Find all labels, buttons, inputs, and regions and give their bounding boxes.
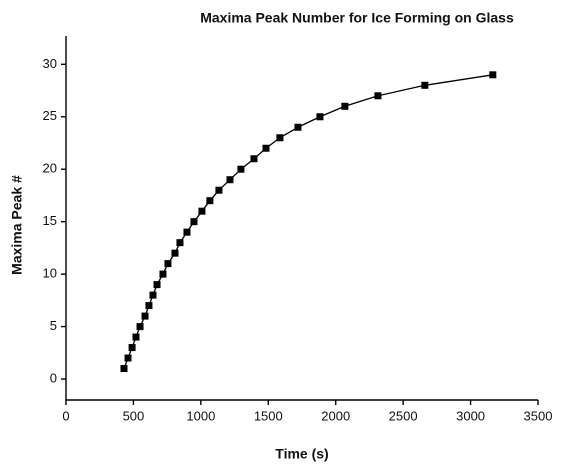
marker bbox=[120, 365, 128, 373]
marker bbox=[164, 260, 172, 268]
marker bbox=[215, 186, 223, 194]
marker bbox=[141, 312, 149, 320]
x-tick-label: 3500 bbox=[524, 408, 553, 423]
marker bbox=[149, 291, 157, 299]
y-tick-label: 20 bbox=[43, 161, 57, 176]
x-axis-label: Time (s) bbox=[275, 446, 328, 462]
marker bbox=[341, 102, 349, 110]
marker bbox=[153, 281, 161, 289]
marker bbox=[190, 218, 198, 226]
y-axis-label: Maxima Peak # bbox=[9, 175, 25, 275]
marker bbox=[276, 134, 284, 142]
marker bbox=[250, 155, 258, 163]
x-tick-label: 2500 bbox=[389, 408, 418, 423]
marker bbox=[262, 144, 270, 152]
y-tick-label: 10 bbox=[43, 266, 57, 281]
marker bbox=[316, 113, 324, 121]
y-tick-label: 25 bbox=[43, 108, 57, 123]
marker bbox=[176, 239, 184, 247]
y-tick-label: 0 bbox=[50, 370, 57, 385]
marker bbox=[226, 176, 234, 184]
marker bbox=[136, 323, 144, 331]
x-tick-label: 1500 bbox=[254, 408, 283, 423]
marker bbox=[489, 71, 497, 79]
x-tick-label: 1000 bbox=[186, 408, 215, 423]
marker bbox=[421, 81, 429, 89]
y-tick-label: 15 bbox=[43, 213, 57, 228]
marker bbox=[198, 207, 206, 215]
x-tick-label: 500 bbox=[123, 408, 145, 423]
y-tick-label: 5 bbox=[50, 318, 57, 333]
marker bbox=[128, 344, 136, 352]
marker bbox=[159, 270, 167, 278]
marker bbox=[145, 302, 153, 310]
line bbox=[123, 74, 493, 369]
marker bbox=[171, 249, 179, 257]
marker bbox=[124, 354, 132, 362]
marker bbox=[132, 333, 140, 341]
marker bbox=[183, 228, 191, 236]
marker bbox=[374, 92, 382, 100]
y-tick-label: 30 bbox=[43, 56, 57, 71]
x-tick-label: 0 bbox=[62, 408, 69, 423]
x-tick-label: 3000 bbox=[456, 408, 485, 423]
marker bbox=[237, 165, 245, 173]
chart-title: Maxima Peak Number for Ice Forming on Gl… bbox=[200, 10, 514, 26]
marker bbox=[206, 197, 214, 205]
x-tick-label: 2000 bbox=[321, 408, 350, 423]
marker bbox=[294, 123, 302, 131]
